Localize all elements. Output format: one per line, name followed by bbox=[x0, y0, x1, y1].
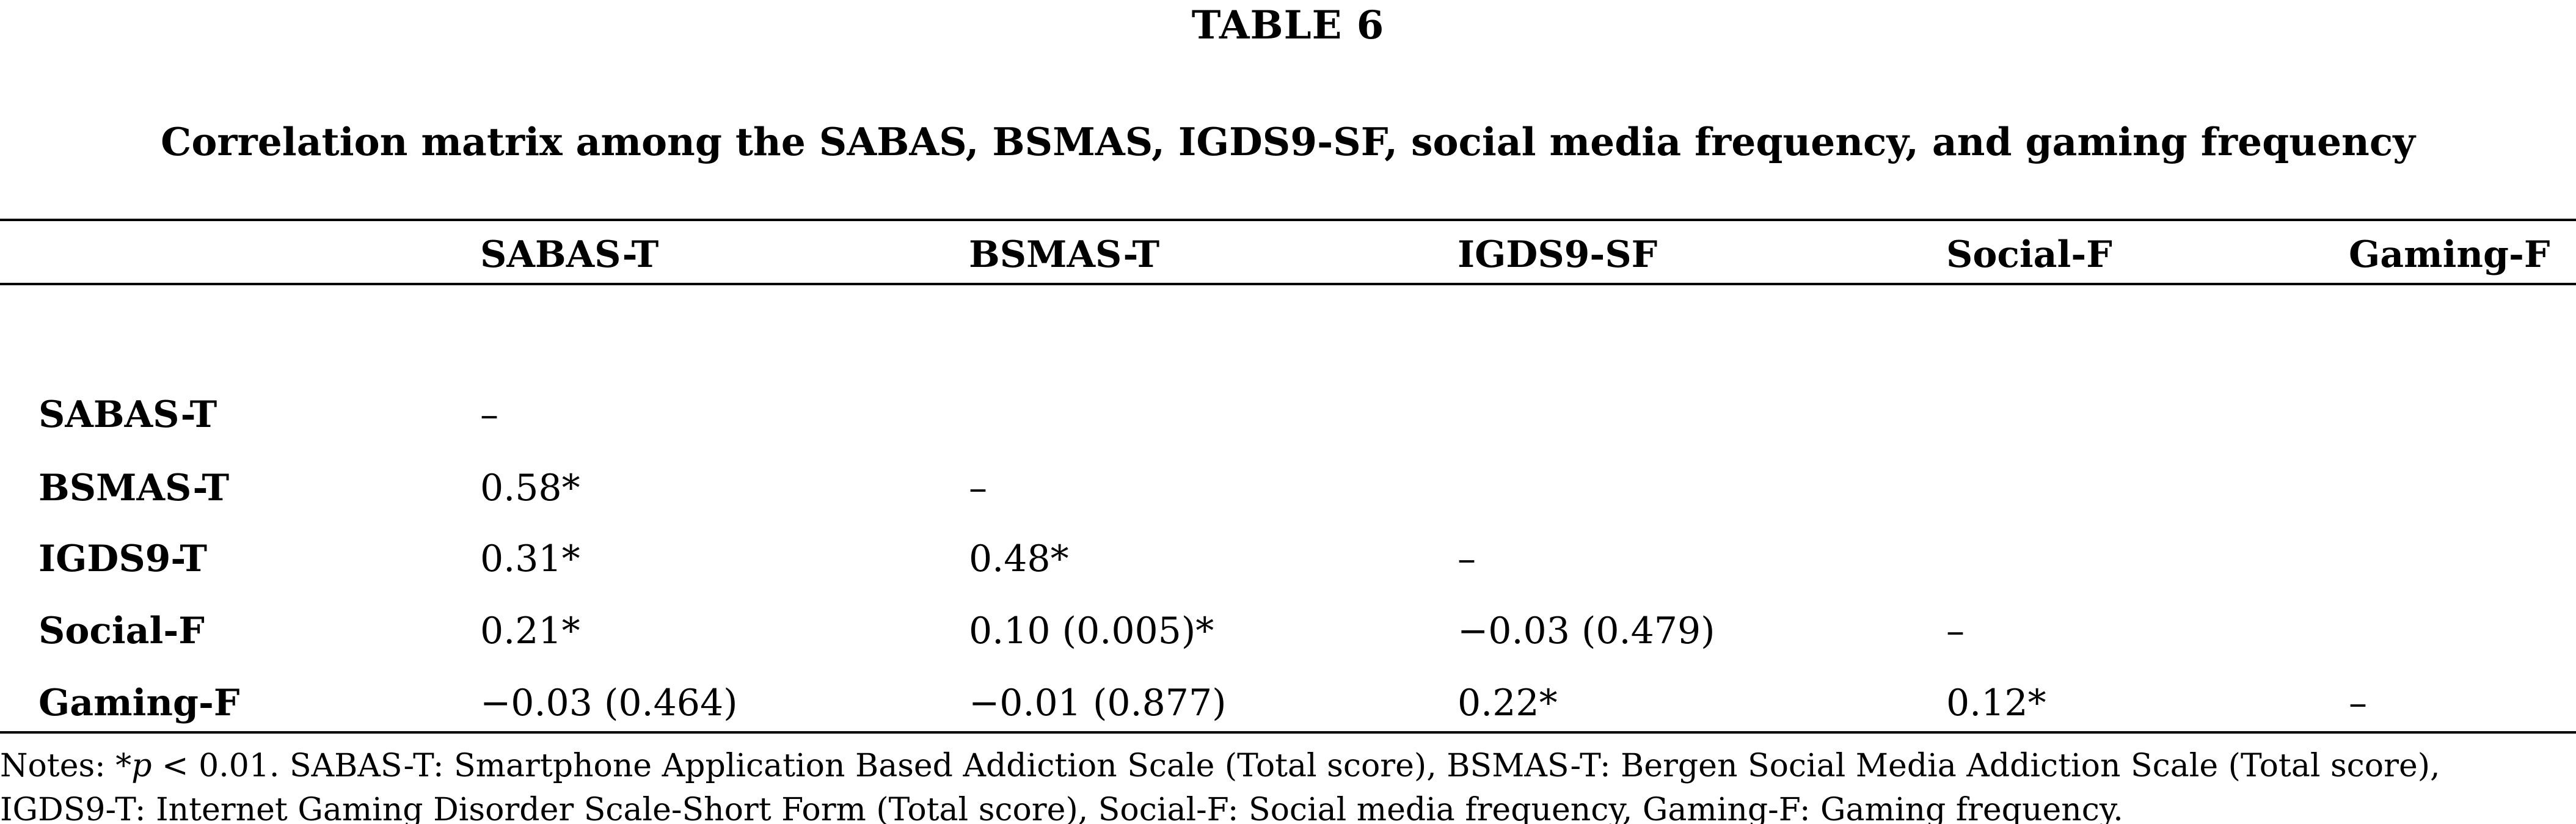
table-label: TABLE 6 bbox=[1191, 2, 1385, 48]
table-cell: – bbox=[2349, 682, 2367, 724]
table-cell: – bbox=[480, 393, 498, 436]
top-rule bbox=[0, 219, 2576, 221]
table-notes: Notes: *p < 0.01. SABAS-T: Smartphone Ap… bbox=[0, 744, 2560, 824]
notes-prefix: Notes: * bbox=[0, 748, 132, 784]
column-header-social-f: Social-F bbox=[1946, 233, 2112, 276]
column-header-sabas-t: SABAS-T bbox=[480, 233, 659, 276]
table-cell: 0.31* bbox=[480, 538, 580, 580]
notes-p-symbol: p bbox=[131, 748, 152, 784]
table-cell: 0.48* bbox=[969, 538, 1069, 580]
table-cell: −0.03 (0.464) bbox=[480, 682, 738, 724]
row-label-gaming-f: Gaming-F bbox=[38, 682, 240, 724]
table-cell: – bbox=[969, 467, 987, 509]
column-header-bsmas-t: BSMAS-T bbox=[969, 233, 1160, 276]
row-label-sabas-t: SABAS-T bbox=[38, 393, 217, 436]
table-cell: −0.01 (0.877) bbox=[969, 682, 1227, 724]
table-cell: 0.58* bbox=[480, 467, 580, 509]
bottom-rule bbox=[0, 731, 2576, 734]
table-cell: −0.03 (0.479) bbox=[1458, 610, 1715, 652]
column-header-igds9-sf: IGDS9-SF bbox=[1458, 233, 1658, 276]
row-label-igds9-t: IGDS9-T bbox=[38, 538, 208, 580]
table-cell: – bbox=[1458, 538, 1476, 580]
table-cell: 0.12* bbox=[1946, 682, 2046, 724]
table-cell: 0.10 (0.005)* bbox=[969, 610, 1214, 652]
table-cell: – bbox=[1946, 610, 1965, 652]
column-header-gaming-f: Gaming-F bbox=[2349, 233, 2550, 276]
row-label-social-f: Social-F bbox=[38, 610, 205, 652]
header-rule bbox=[0, 283, 2576, 285]
table-cell: 0.21* bbox=[480, 610, 580, 652]
table-cell: 0.22* bbox=[1458, 682, 1558, 724]
notes-text: < 0.01. SABAS-T: Smartphone Application … bbox=[0, 748, 2440, 824]
row-label-bsmas-t: BSMAS-T bbox=[38, 467, 230, 509]
table-caption: Correlation matrix among the SABAS, BSMA… bbox=[161, 119, 2415, 164]
